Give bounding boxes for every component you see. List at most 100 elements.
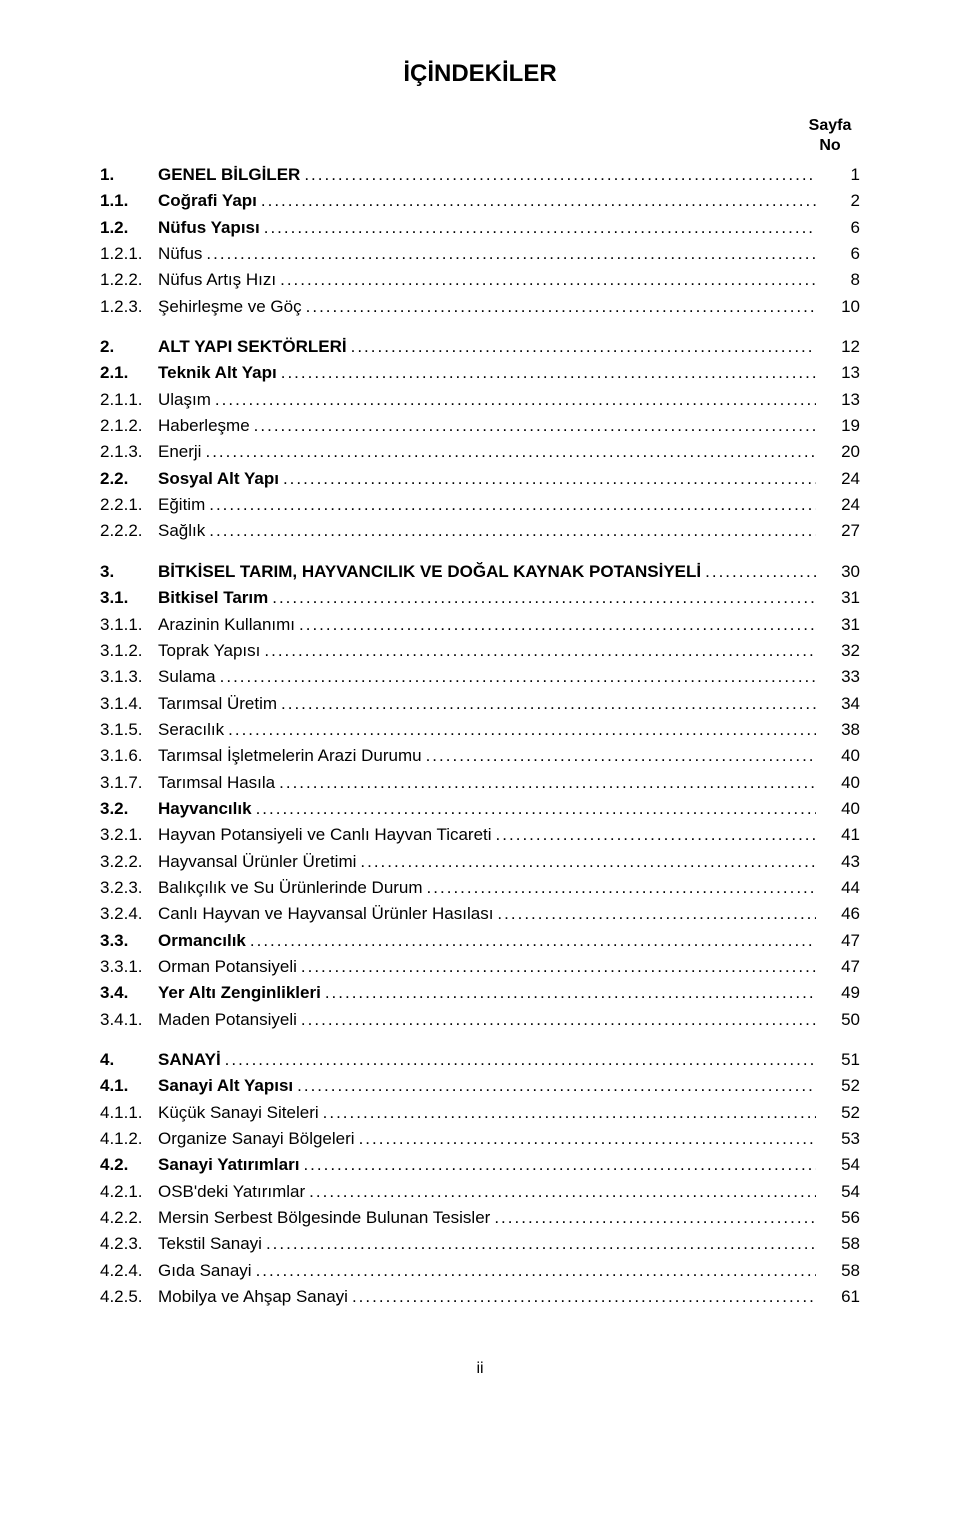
toc-entry-label: Hayvancılık xyxy=(158,796,252,822)
toc-entry-number: 3.2.2. xyxy=(100,849,158,875)
toc-entry-number: 1.1. xyxy=(100,188,158,214)
toc-entry: 4.2.Sanayi Yatırımları54 xyxy=(100,1152,860,1178)
toc-entry-label: Toprak Yapısı xyxy=(158,638,260,664)
toc-entry-label: Teknik Alt Yapı xyxy=(158,360,277,386)
toc-entry-number: 3. xyxy=(100,559,158,585)
toc-leader-dots xyxy=(496,822,816,848)
toc-entry-number: 2.1.3. xyxy=(100,439,158,465)
toc-entry-page: 6 xyxy=(820,241,860,267)
toc-entry-number: 3.2. xyxy=(100,796,158,822)
toc-entry-page: 51 xyxy=(820,1047,860,1073)
toc-entry-number: 3.3. xyxy=(100,928,158,954)
toc-leader-dots xyxy=(220,664,816,690)
toc-entry: 3.4.1.Maden Potansiyeli50 xyxy=(100,1007,860,1033)
toc-entry: 4.1.1.Küçük Sanayi Siteleri52 xyxy=(100,1100,860,1126)
toc-entry-label: Arazinin Kullanımı xyxy=(158,612,295,638)
toc-entry-number: 2.1. xyxy=(100,360,158,386)
toc-entry-page: 61 xyxy=(820,1284,860,1310)
toc-entry: 3.1.2.Toprak Yapısı32 xyxy=(100,638,860,664)
toc-entry-number: 1.2. xyxy=(100,215,158,241)
toc-entry: 4.1.2.Organize Sanayi Bölgeleri53 xyxy=(100,1126,860,1152)
toc-entry-page: 13 xyxy=(820,360,860,386)
toc-entry-page: 20 xyxy=(820,439,860,465)
toc-entry-page: 54 xyxy=(820,1179,860,1205)
toc-entry-page: 40 xyxy=(820,796,860,822)
toc-entry: 3.4.Yer Altı Zenginlikleri49 xyxy=(100,980,860,1006)
section-gap xyxy=(100,1033,860,1047)
toc-entry: 4.2.3.Tekstil Sanayi58 xyxy=(100,1231,860,1257)
toc-leader-dots xyxy=(323,1100,816,1126)
toc-entry: 3.1.1.Arazinin Kullanımı31 xyxy=(100,612,860,638)
toc-entry-number: 4.1.1. xyxy=(100,1100,158,1126)
toc-entry-label: Enerji xyxy=(158,439,201,465)
toc-entry: 4.2.5.Mobilya ve Ahşap Sanayi 61 xyxy=(100,1284,860,1310)
toc-leader-dots xyxy=(281,691,816,717)
toc-leader-dots xyxy=(254,413,816,439)
toc-entry-label: Gıda Sanayi xyxy=(158,1258,252,1284)
toc-entry-number: 4.2.4. xyxy=(100,1258,158,1284)
toc-leader-dots xyxy=(281,360,816,386)
toc-entry-page: 33 xyxy=(820,664,860,690)
toc-entry-label: Mobilya ve Ahşap Sanayi xyxy=(158,1284,348,1310)
toc-entry-page: 1 xyxy=(820,162,860,188)
toc-leader-dots xyxy=(206,241,816,267)
toc-leader-dots xyxy=(301,954,816,980)
toc-entry: 2.ALT YAPI SEKTÖRLERİ12 xyxy=(100,334,860,360)
toc-leader-dots xyxy=(280,267,816,293)
toc-entry-page: 6 xyxy=(820,215,860,241)
toc-entry-label: Tarımsal İşletmelerin Arazi Durumu xyxy=(158,743,422,769)
toc-entry-number: 3.1.1. xyxy=(100,612,158,638)
toc-entry-number: 3.3.1. xyxy=(100,954,158,980)
toc-entry: 3.1.5.Seracılık38 xyxy=(100,717,860,743)
toc-entry-number: 4.1.2. xyxy=(100,1126,158,1152)
toc-entry-label: Tarımsal Üretim xyxy=(158,691,277,717)
toc-entry-label: Tarımsal Hasıla xyxy=(158,770,275,796)
toc-entry: 1.GENEL BİLGİLER1 xyxy=(100,162,860,188)
toc-leader-dots xyxy=(705,559,816,585)
toc-leader-dots xyxy=(264,638,816,664)
toc-leader-dots xyxy=(360,849,816,875)
toc-entry-label: SANAYİ xyxy=(158,1047,221,1073)
toc-entry-page: 43 xyxy=(820,849,860,875)
toc-entry-label: Sosyal Alt Yapı xyxy=(158,466,279,492)
toc-leader-dots xyxy=(225,1047,816,1073)
toc-entry: 3.1.4.Tarımsal Üretim34 xyxy=(100,691,860,717)
toc-leader-dots xyxy=(279,770,816,796)
toc-entry-number: 3.4.1. xyxy=(100,1007,158,1033)
toc-entry-number: 3.1.7. xyxy=(100,770,158,796)
toc-entry: 2.2.2.Sağlık27 xyxy=(100,518,860,544)
toc-entry-number: 4.2.3. xyxy=(100,1231,158,1257)
toc-entry-number: 3.4. xyxy=(100,980,158,1006)
section-gap xyxy=(100,545,860,559)
toc-entry: 4.1.Sanayi Alt Yapısı52 xyxy=(100,1073,860,1099)
toc-entry-number: 4.2.5. xyxy=(100,1284,158,1310)
toc-entry-label: BİTKİSEL TARIM, HAYVANCILIK VE DOĞAL KAY… xyxy=(158,559,701,585)
toc-entry: 3.BİTKİSEL TARIM, HAYVANCILIK VE DOĞAL K… xyxy=(100,559,860,585)
toc-entry-page: 49 xyxy=(820,980,860,1006)
toc-leader-dots xyxy=(272,585,816,611)
toc-entry-label: Orman Potansiyeli xyxy=(158,954,297,980)
toc-entry-page: 56 xyxy=(820,1205,860,1231)
toc-leader-dots xyxy=(266,1231,816,1257)
toc-leader-dots xyxy=(209,518,816,544)
toc-entry-number: 3.2.1. xyxy=(100,822,158,848)
toc-header-row: Sayfa No xyxy=(100,116,860,156)
toc-entry-number: 3.1.2. xyxy=(100,638,158,664)
toc-leader-dots xyxy=(283,466,816,492)
toc-entry-number: 4.2.2. xyxy=(100,1205,158,1231)
toc-entry-page: 40 xyxy=(820,743,860,769)
toc-entry: 3.3.Ormancılık47 xyxy=(100,928,860,954)
toc-leader-dots xyxy=(215,387,816,413)
toc-entry-number: 1. xyxy=(100,162,158,188)
toc-entry: 2.1.2.Haberleşme19 xyxy=(100,413,860,439)
toc-entry-label: Canlı Hayvan ve Hayvansal Ürünler Hasıla… xyxy=(158,901,493,927)
toc-leader-dots xyxy=(352,1284,816,1310)
toc-leader-dots xyxy=(306,294,816,320)
toc-entry: 3.1.6.Tarımsal İşletmelerin Arazi Durumu… xyxy=(100,743,860,769)
toc-entry-page: 52 xyxy=(820,1073,860,1099)
toc-entry-page: 27 xyxy=(820,518,860,544)
toc-entry-label: Sağlık xyxy=(158,518,205,544)
toc-entry-page: 40 xyxy=(820,770,860,796)
toc-entry-page: 47 xyxy=(820,928,860,954)
toc-leader-dots xyxy=(427,875,816,901)
